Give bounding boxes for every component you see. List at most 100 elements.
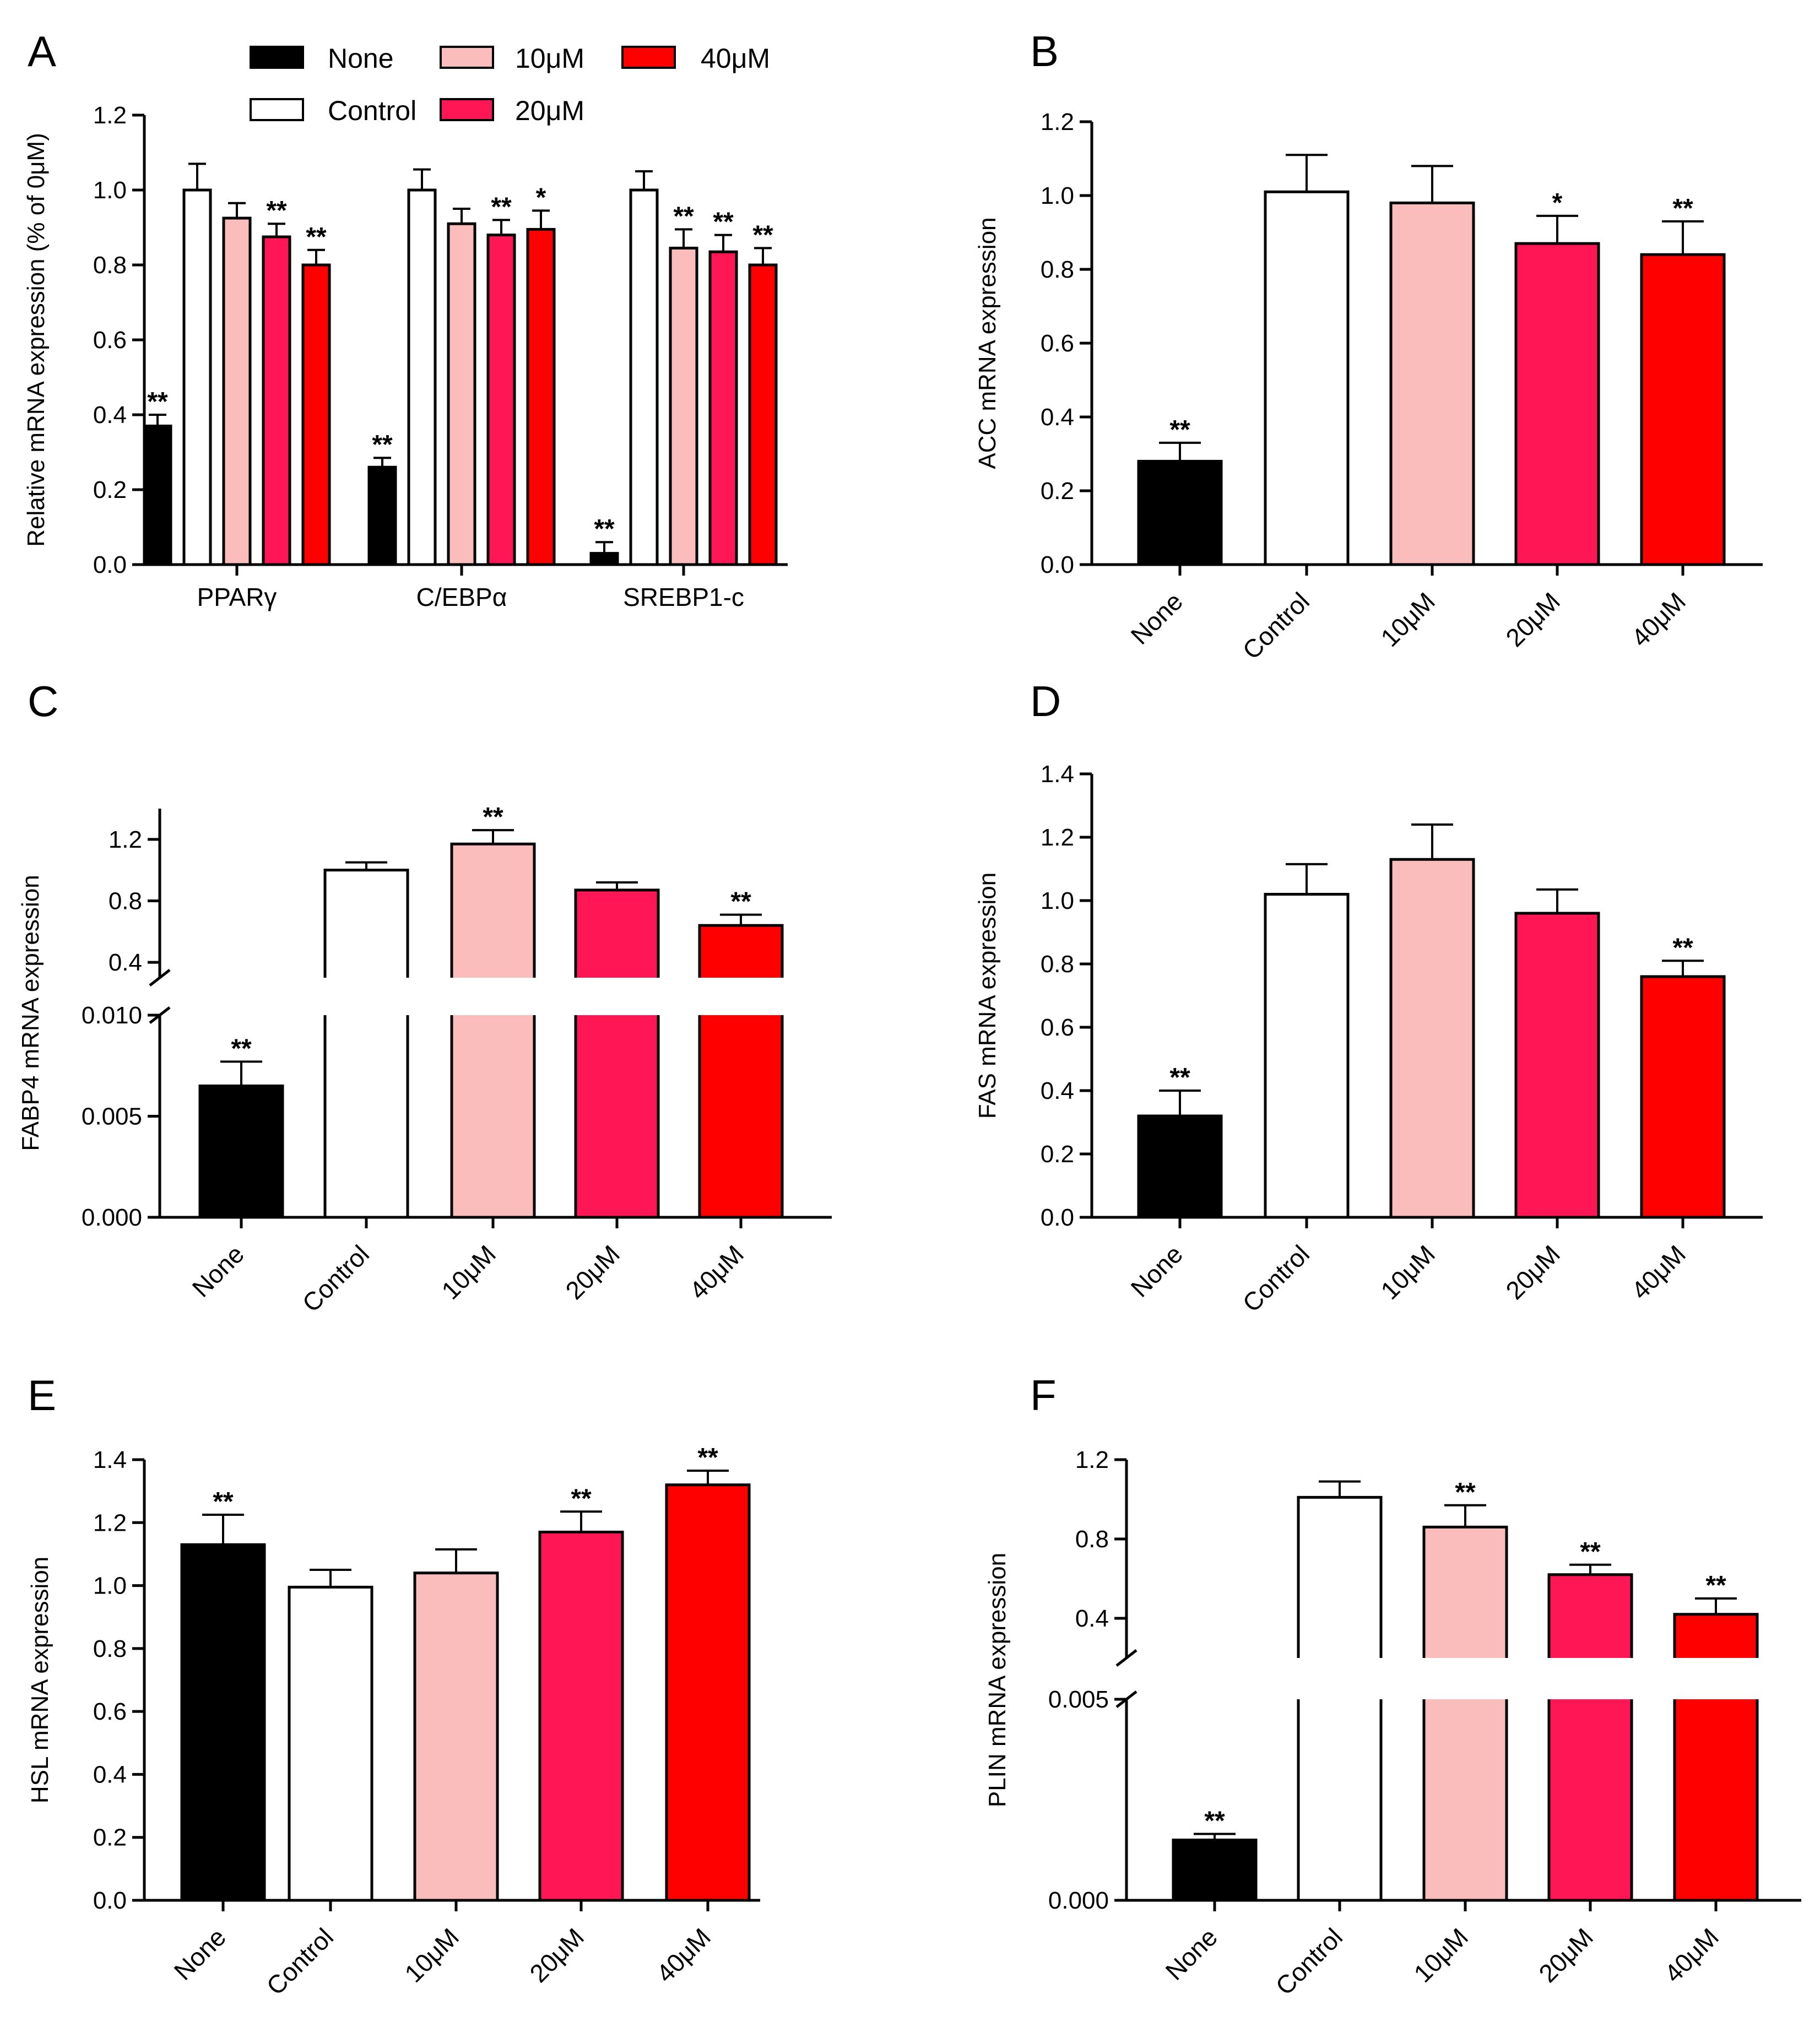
x-category-label: 40μM bbox=[1626, 1239, 1691, 1305]
y-tick-label: 1.0 bbox=[1041, 182, 1074, 209]
y-axis-label: Relative mRNA expression (% of 0μM) bbox=[23, 133, 50, 547]
significance-marker: ** bbox=[1672, 933, 1693, 962]
bar bbox=[450, 842, 536, 978]
legend: None 10μM 40μM Control 20μM bbox=[250, 43, 770, 126]
y-tick-label: 1.2 bbox=[93, 1509, 127, 1536]
y-tick-label: 0.000 bbox=[82, 1204, 142, 1231]
bar bbox=[669, 246, 698, 566]
y-tick-label: 0.4 bbox=[109, 949, 142, 976]
x-category-label: 20μM bbox=[1500, 587, 1566, 652]
significance-marker: ** bbox=[713, 208, 734, 237]
panel-b-chart: 0.0 0.2 0.4 0.6 0.8 1.0 1.2 ACC mRNA expression… bbox=[974, 109, 1763, 665]
y-tick-label: 0.4 bbox=[1075, 1605, 1109, 1632]
x-category-label: 10μM bbox=[1408, 1922, 1474, 1988]
significance-marker: ** bbox=[231, 1034, 252, 1063]
bar bbox=[1389, 858, 1475, 1219]
x-category-label: Control bbox=[1237, 587, 1315, 665]
significance-marker: ** bbox=[1672, 194, 1693, 223]
bar bbox=[143, 424, 172, 566]
bar-lower-segment bbox=[323, 1015, 409, 1219]
x-category-label: None bbox=[1160, 1922, 1223, 1986]
significance-marker: ** bbox=[147, 387, 168, 416]
bar-lower-segment bbox=[1673, 1699, 1759, 1902]
bar bbox=[1547, 1573, 1633, 1658]
bar bbox=[262, 235, 291, 566]
y-tick-label: 0.0 bbox=[93, 1887, 127, 1914]
legend-label-10um: 10μM bbox=[515, 43, 584, 74]
legend-label-control: Control bbox=[328, 95, 416, 126]
y-tick-label: 1.2 bbox=[1041, 109, 1074, 136]
x-category-label: 40μM bbox=[1626, 587, 1691, 652]
y-tick-label: 0.000 bbox=[1048, 1887, 1109, 1914]
bar bbox=[447, 222, 476, 566]
y-tick-label: 0.010 bbox=[82, 1002, 142, 1029]
legend-label-20um: 20μM bbox=[515, 95, 584, 126]
x-category-label: SREBP1-c bbox=[623, 583, 744, 611]
significance-marker: ** bbox=[491, 192, 512, 221]
y-tick-label: 0.8 bbox=[109, 887, 142, 914]
x-category-label: 10μM bbox=[1375, 587, 1440, 652]
bar-lower-segment bbox=[450, 1015, 536, 1219]
bar bbox=[222, 216, 252, 566]
panel-c-chart: 0.000 0.005 0.010 0.4 0.8 1.2 FABP4 mRNA expre… bbox=[17, 803, 832, 1318]
panel-d-chart: 0.0 0.2 0.4 0.6 0.8 1.0 1.2 1.4 FAS mRNA express… bbox=[974, 761, 1763, 1318]
bar bbox=[407, 188, 437, 566]
y-tick-label: 0.005 bbox=[1048, 1686, 1109, 1713]
bar bbox=[1673, 1613, 1759, 1658]
bar bbox=[180, 1543, 266, 1902]
significance-marker: ** bbox=[213, 1487, 234, 1516]
bar bbox=[1137, 1114, 1223, 1219]
y-tick-label: 0.0 bbox=[1041, 1204, 1074, 1231]
significance-marker: ** bbox=[483, 803, 503, 832]
significance-marker: ** bbox=[571, 1484, 592, 1513]
significance-marker: ** bbox=[673, 202, 694, 231]
y-tick-label: 0.2 bbox=[1041, 478, 1074, 505]
bar bbox=[198, 1084, 284, 1219]
y-tick-label: 1.0 bbox=[93, 1573, 127, 1600]
bar bbox=[301, 263, 331, 566]
legend-item-40um: 40μM bbox=[621, 43, 770, 74]
significance-marker: ** bbox=[1580, 1537, 1601, 1567]
y-tick-label: 0.4 bbox=[93, 402, 127, 429]
bar-lower-segment bbox=[698, 1015, 784, 1219]
bar bbox=[574, 888, 660, 978]
legend-item-control: Control bbox=[250, 95, 416, 126]
bar bbox=[1514, 912, 1600, 1219]
bar bbox=[526, 227, 556, 566]
bar-lower-segment bbox=[1422, 1699, 1508, 1902]
bar bbox=[182, 188, 212, 566]
bar bbox=[288, 1585, 373, 1902]
significance-marker: ** bbox=[1169, 415, 1190, 445]
y-tick-label: 0.6 bbox=[1041, 1014, 1074, 1041]
x-category-label: 40μM bbox=[651, 1922, 716, 1988]
y-tick-label: 1.0 bbox=[93, 177, 127, 204]
axis-break-mark bbox=[1115, 1649, 1138, 1667]
x-category-label: 40μM bbox=[1659, 1922, 1724, 1988]
panel-label-d: D bbox=[1030, 677, 1061, 725]
x-category-label: Control bbox=[1237, 1239, 1315, 1318]
y-tick-label: 0.2 bbox=[93, 476, 127, 503]
y-tick-label: 0.2 bbox=[93, 1824, 127, 1851]
significance-marker: ** bbox=[306, 223, 327, 252]
x-category-label: 20μM bbox=[1500, 1239, 1566, 1305]
x-category-label: C/EBPα bbox=[416, 583, 507, 611]
x-category-label: None bbox=[187, 1239, 250, 1303]
bar bbox=[486, 234, 516, 566]
significance-marker: ** bbox=[372, 430, 393, 459]
y-tick-label: 0.4 bbox=[1041, 1077, 1074, 1104]
legend-label-40um: 40μM bbox=[701, 43, 770, 74]
significance-marker: ** bbox=[697, 1443, 718, 1472]
bar bbox=[1422, 1525, 1508, 1658]
x-category-label: 20μM bbox=[524, 1922, 589, 1988]
significance-marker: ** bbox=[594, 514, 615, 544]
bar bbox=[1264, 190, 1350, 566]
y-axis-label: HSL mRNA expression bbox=[26, 1557, 53, 1803]
bar bbox=[629, 188, 659, 566]
bar bbox=[1297, 1495, 1383, 1658]
y-tick-label: 0.4 bbox=[1041, 404, 1074, 431]
axis-break-mark bbox=[149, 969, 171, 987]
bar bbox=[1172, 1839, 1258, 1902]
x-category-label: 20μM bbox=[560, 1239, 625, 1305]
y-tick-label: 0.4 bbox=[93, 1761, 127, 1788]
bar bbox=[665, 1483, 751, 1902]
